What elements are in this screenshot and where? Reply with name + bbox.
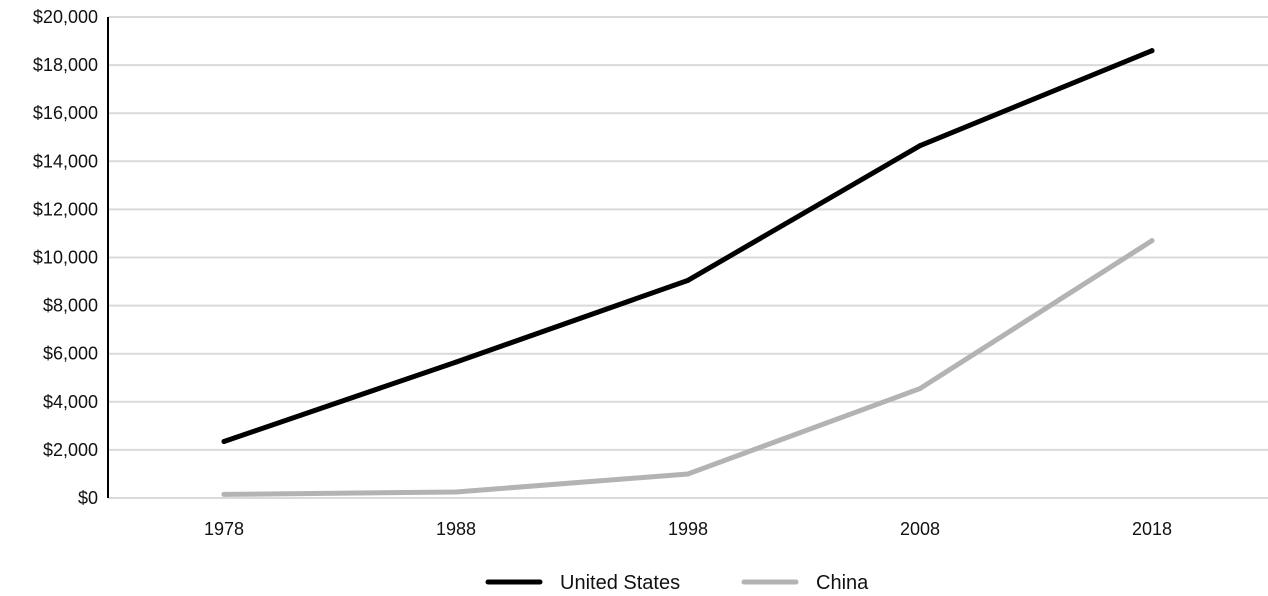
data-point (685, 471, 691, 477)
y-tick-label: $10,000 (33, 248, 98, 268)
x-tick-label: 1998 (668, 519, 708, 539)
data-point (221, 491, 227, 497)
x-axis-tick-labels: 1978 1988 1998 2008 2018 (204, 519, 1172, 539)
y-tick-label: $18,000 (33, 55, 98, 75)
y-axis-tick-labels: $0 $2,000 $4,000 $6,000 $8,000 $10,000 $12,000… (33, 7, 98, 508)
y-tick-label: $8,000 (43, 296, 98, 316)
y-tick-label: $20,000 (33, 7, 98, 27)
data-point (453, 489, 459, 495)
y-tick-label: $2,000 (43, 440, 98, 460)
y-tick-label: $0 (78, 488, 98, 508)
legend-label-china: China (816, 572, 869, 594)
y-tick-label: $4,000 (43, 392, 98, 412)
data-point (453, 359, 459, 365)
x-tick-label: 2008 (900, 519, 940, 539)
data-point (917, 143, 923, 149)
x-tick-label: 2018 (1132, 519, 1172, 539)
legend: United States China (485, 572, 869, 594)
series-lines (221, 48, 1155, 497)
y-tick-label: $12,000 (33, 199, 98, 219)
data-point (221, 438, 227, 444)
data-point (1149, 238, 1155, 244)
x-tick-label: 1978 (204, 519, 244, 539)
data-point (685, 277, 691, 283)
y-tick-label: $16,000 (33, 103, 98, 123)
series-line-united-states (221, 48, 1155, 444)
data-point (1149, 48, 1155, 54)
data-point (917, 386, 923, 392)
y-tick-label: $14,000 (33, 151, 98, 171)
y-tick-label: $6,000 (43, 344, 98, 364)
x-tick-label: 1988 (436, 519, 476, 539)
gridlines (108, 16, 1268, 499)
legend-label-united-states: United States (560, 572, 680, 594)
